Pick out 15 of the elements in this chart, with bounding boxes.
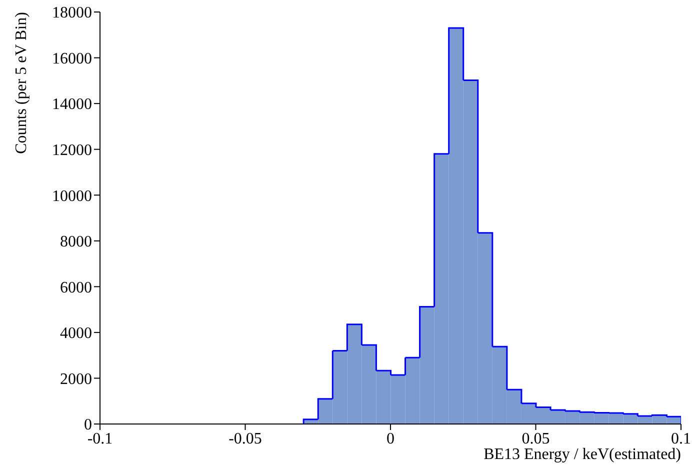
y-tick-label: 14000 [52, 96, 92, 114]
x-tick-label: 0.1 [671, 430, 691, 448]
y-tick-label: 18000 [52, 4, 92, 22]
y-tick-label: 16000 [52, 50, 92, 68]
y-tick-label: 12000 [52, 142, 92, 160]
y-tick-label: 8000 [60, 234, 92, 251]
y-tick-label: 10000 [52, 188, 92, 205]
x-tick-label: -0.05 [228, 430, 262, 448]
y-axis-title: Counts (per 5 eV Bin) [12, 12, 31, 154]
x-tick-label: 0 [386, 430, 394, 448]
y-tick-label: 2000 [60, 370, 92, 388]
y-tick-label: 6000 [60, 279, 92, 296]
x-tick-label: 0.05 [522, 430, 550, 448]
y-tick-label: 4000 [60, 325, 92, 342]
x-axis-title: BE13 Energy / keV(estimated) [484, 446, 681, 464]
